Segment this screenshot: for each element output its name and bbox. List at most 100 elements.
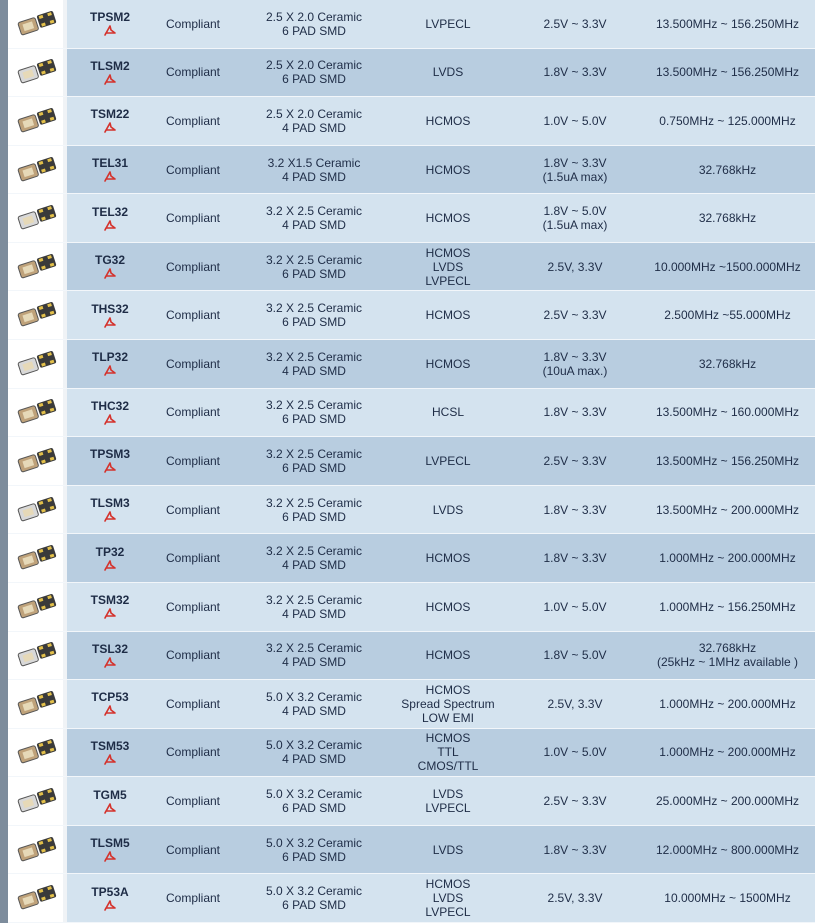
part-name[interactable]: THS32 (91, 301, 129, 316)
part-name[interactable]: TLSM2 (90, 58, 130, 73)
voltage-cell: 1.8V ~ 3.3V (512, 49, 638, 97)
frequency-cell: 32.768kHz (640, 194, 815, 242)
table-row: TG32 Compliant 3.2 X 2.5 Ceramic 6 PAD SMD H… (8, 242, 815, 292)
voltage-line: 1.8V ~ 3.3V (543, 842, 607, 857)
pdf-icon[interactable] (103, 413, 117, 426)
voltage-line: 1.8V ~ 3.3V (543, 502, 607, 517)
part-name[interactable]: TSM32 (90, 593, 130, 608)
frequency-line: 1.000MHz ~ 156.250MHz (659, 599, 796, 614)
pdf-icon[interactable] (103, 559, 117, 572)
voltage-cell: 1.8V ~ 5.0V (1.5uA max) (512, 194, 638, 242)
part-name[interactable]: TLSM3 (90, 496, 130, 511)
output-cell: HCMOS (384, 146, 512, 194)
package-line: 3.2 X 2.5 Ceramic (265, 349, 363, 364)
voltage-cell: 2.5V ~ 3.3V (512, 437, 638, 485)
part-name[interactable]: TEL31 (91, 156, 128, 171)
package-line: 5.0 X 3.2 Ceramic (265, 738, 363, 753)
output-cell: LVPECL (384, 437, 512, 485)
output-line: LVDS (432, 891, 464, 906)
part-name[interactable]: TP32 (95, 544, 125, 559)
pdf-icon[interactable] (103, 802, 117, 815)
part-name[interactable]: TLSM5 (90, 836, 130, 851)
voltage-cell: 2.5V, 3.3V (512, 243, 638, 291)
image-cell (8, 437, 67, 485)
frequency-cell: 32.768kHz (640, 340, 815, 388)
part-cell: TP53A (72, 874, 148, 922)
part-name[interactable]: TLP32 (91, 350, 128, 365)
pdf-icon[interactable] (103, 121, 117, 134)
output-cell: HCMOS (384, 583, 512, 631)
output-cell: LVDS (384, 826, 512, 874)
rohs-cell: Compliant (150, 534, 236, 582)
pdf-icon[interactable] (103, 170, 117, 183)
pdf-icon[interactable] (103, 704, 117, 717)
pdf-icon[interactable] (103, 656, 117, 669)
part-cell: TG32 (72, 243, 148, 291)
part-name[interactable]: TG32 (94, 253, 125, 268)
part-name[interactable]: THC32 (90, 398, 129, 413)
pdf-icon[interactable] (103, 316, 117, 329)
table-row: TEL31 Compliant 3.2 X1.5 Ceramic 4 PAD SMD H… (8, 145, 815, 195)
frequency-cell: 10.000MHz ~ 1500MHz (640, 874, 815, 922)
part-name[interactable]: TEL32 (91, 204, 128, 219)
package-line: 6 PAD SMD (282, 266, 346, 281)
pdf-icon[interactable] (103, 219, 117, 232)
part-name[interactable]: TSM53 (90, 738, 130, 753)
part-name[interactable]: TGM5 (93, 787, 127, 802)
product-image (17, 448, 57, 473)
pdf-icon[interactable] (103, 461, 117, 474)
rohs-cell: Compliant (150, 97, 236, 145)
part-cell: TSM22 (72, 97, 148, 145)
image-cell (8, 534, 67, 582)
output-line: HCMOS (425, 731, 471, 746)
pdf-icon[interactable] (103, 510, 117, 523)
part-name[interactable]: TSM22 (90, 107, 130, 122)
part-name[interactable]: TSL32 (91, 641, 128, 656)
package-line: 5.0 X 3.2 Ceramic (265, 787, 363, 802)
frequency-cell: 1.000MHz ~ 200.000MHz (640, 534, 815, 582)
rohs: Compliant (165, 356, 221, 371)
pdf-icon[interactable] (103, 753, 117, 766)
rohs-cell: Compliant (150, 583, 236, 631)
pdf-icon[interactable] (103, 267, 117, 280)
part-cell: TCP53 (72, 680, 148, 728)
pdf-icon[interactable] (103, 607, 117, 620)
rohs-cell: Compliant (150, 486, 236, 534)
pdf-icon[interactable] (103, 73, 117, 86)
part-cell: TEL31 (72, 146, 148, 194)
output-line: LVPECL (425, 16, 471, 31)
voltage-cell: 1.8V ~ 3.3V (10uA max.) (512, 340, 638, 388)
image-cell (8, 194, 67, 242)
frequency-cell: 2.500MHz ~55.000MHz (640, 291, 815, 339)
package-line: 6 PAD SMD (282, 72, 346, 87)
table-row: TLP32 Compliant 3.2 X 2.5 Ceramic 4 PAD SMD… (8, 340, 815, 389)
part-name[interactable]: TCP53 (91, 690, 129, 705)
part-name[interactable]: TPSM3 (89, 447, 130, 462)
voltage-cell: 2.5V ~ 3.3V (512, 777, 638, 825)
rohs: Compliant (165, 648, 221, 663)
voltage-line: 1.8V ~ 3.3V (543, 405, 607, 420)
table-row: TSM32 Compliant 3.2 X 2.5 Ceramic 4 PAD SMD… (8, 582, 815, 632)
pdf-icon[interactable] (103, 364, 117, 377)
voltage-cell: 1.0V ~ 5.0V (512, 729, 638, 777)
table-row: THS32 Compliant 3.2 X 2.5 Ceramic 6 PAD SMD… (8, 291, 815, 341)
package-cell: 5.0 X 3.2 Ceramic 6 PAD SMD (244, 826, 384, 874)
product-image (17, 107, 57, 133)
product-image (17, 205, 57, 230)
voltage-line: 2.5V ~ 3.3V (543, 16, 607, 31)
pdf-icon[interactable] (103, 24, 117, 37)
output-line: HCMOS (425, 599, 471, 614)
part-name[interactable]: TPSM2 (89, 10, 130, 25)
rohs: Compliant (165, 599, 221, 614)
part-name[interactable]: TP53A (91, 884, 129, 899)
voltage-line: 2.5V ~ 3.3V (543, 308, 607, 323)
rohs: Compliant (165, 842, 221, 857)
table-row: TCP53 Compliant 5.0 X 3.2 Ceramic 4 PAD SMD… (8, 680, 815, 729)
package-line: 6 PAD SMD (282, 315, 346, 330)
part-cell: TSM32 (72, 583, 148, 631)
pdf-icon[interactable] (103, 850, 117, 863)
table-row: TLSM3 Compliant 3.2 X 2.5 Ceramic 6 PAD SMD… (8, 485, 815, 535)
pdf-icon[interactable] (103, 899, 117, 912)
image-cell (8, 388, 67, 437)
package-line: 3.2 X 2.5 Ceramic (265, 204, 363, 219)
